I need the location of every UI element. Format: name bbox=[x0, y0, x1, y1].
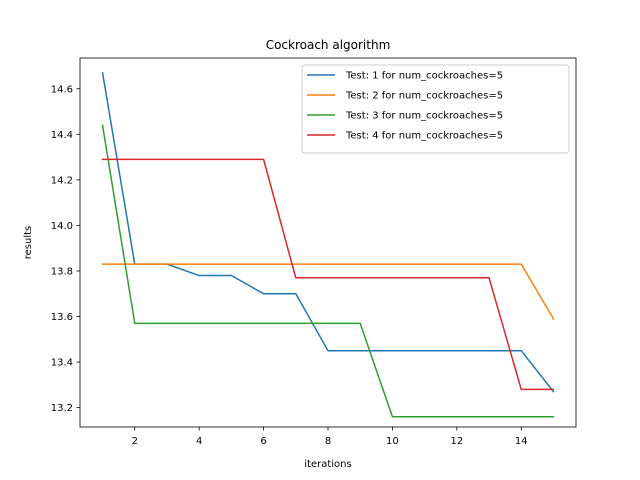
legend-label-3: Test: 3 for num_cockroaches=5 bbox=[345, 111, 503, 122]
plot-lines bbox=[101, 71, 555, 418]
y-tick-label: 14.2 bbox=[51, 175, 73, 186]
chart-title: Cockroach algorithm bbox=[266, 38, 391, 52]
y-tick-label: 13.4 bbox=[51, 358, 73, 369]
series-line-4 bbox=[101, 158, 555, 391]
y-tick-label: 13.6 bbox=[51, 312, 73, 323]
x-tick-label: 2 bbox=[132, 436, 138, 447]
x-tick-label: 4 bbox=[196, 436, 202, 447]
y-tick-label: 13.8 bbox=[51, 266, 73, 277]
x-tick-label: 14 bbox=[515, 436, 528, 447]
legend-label-2: Test: 2 for num_cockroaches=5 bbox=[345, 91, 503, 102]
y-axis: 13.2 13.4 13.6 13.8 14.0 14.2 14.4 14.6 bbox=[51, 84, 80, 414]
y-tick-label: 14.6 bbox=[51, 84, 73, 95]
y-tick-label: 14.0 bbox=[51, 221, 73, 232]
x-tick-label: 10 bbox=[386, 436, 399, 447]
legend-label-4: Test: 4 for num_cockroaches=5 bbox=[345, 131, 503, 142]
y-axis-label: results bbox=[23, 226, 34, 260]
x-tick-label: 12 bbox=[450, 436, 463, 447]
legend-label-1: Test: 1 for num_cockroaches=5 bbox=[345, 71, 503, 82]
x-tick-label: 6 bbox=[260, 436, 266, 447]
x-axis: 2 4 6 8 10 12 14 bbox=[132, 427, 528, 447]
series-line-1 bbox=[101, 71, 555, 393]
legend: Test: 1 for num_cockroaches=5 Test: 2 for… bbox=[301, 64, 570, 154]
series-line-3 bbox=[101, 124, 555, 418]
legend-box bbox=[301, 64, 570, 154]
y-tick-label: 13.2 bbox=[51, 403, 73, 414]
x-axis-label: iterations bbox=[304, 459, 351, 470]
series-line-2 bbox=[101, 263, 555, 320]
y-tick-label: 14.4 bbox=[51, 130, 73, 141]
x-tick-label: 8 bbox=[325, 436, 331, 447]
